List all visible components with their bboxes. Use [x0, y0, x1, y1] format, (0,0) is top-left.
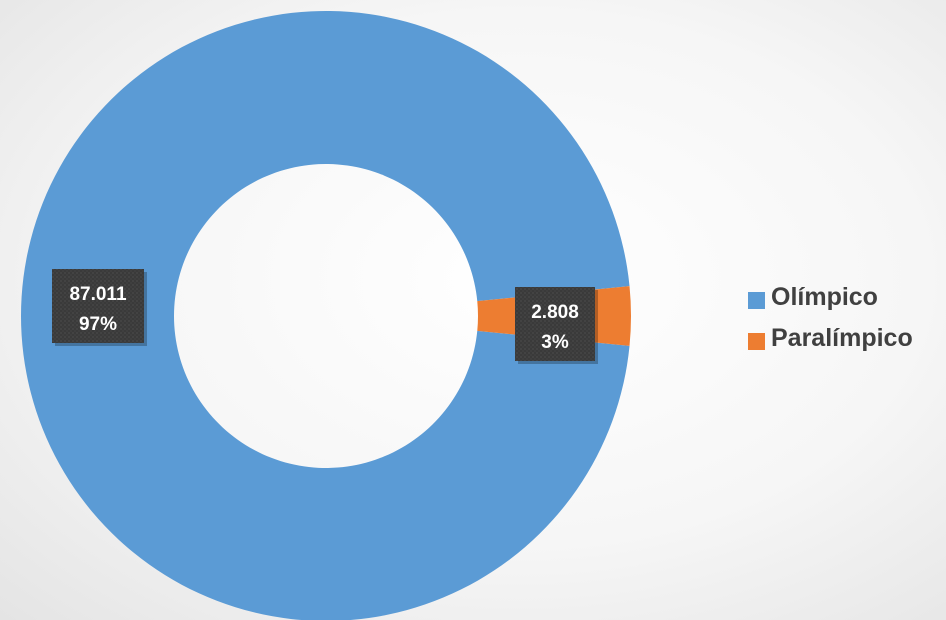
- legend-label-paralimpico: Paralímpico: [771, 324, 913, 352]
- data-label-olimpico: 87.011 97%: [52, 269, 147, 346]
- legend: Olímpico Paralímpico: [748, 283, 913, 353]
- legend-label-olimpico: Olímpico: [771, 283, 878, 311]
- percent-label-paralimpico: 3%: [541, 332, 569, 353]
- data-label-box-olimpico: [52, 269, 144, 343]
- value-label-paralimpico: 2.808: [531, 302, 579, 323]
- legend-item-paralimpico: Paralímpico: [748, 324, 913, 353]
- value-label-olimpico: 87.011: [69, 284, 126, 305]
- legend-swatch-olimpico: [748, 292, 765, 309]
- data-label-box-paralimpico: [515, 287, 595, 361]
- legend-item-olimpico: Olímpico: [748, 283, 913, 312]
- percent-label-olimpico: 97%: [79, 314, 117, 335]
- data-label-paralimpico: 2.808 3%: [515, 287, 598, 364]
- data-labels: 87.011 97% 2.808 3%: [52, 269, 598, 364]
- slice-olimpico: [20, 11, 630, 620]
- legend-swatch-paralimpico: [748, 333, 765, 350]
